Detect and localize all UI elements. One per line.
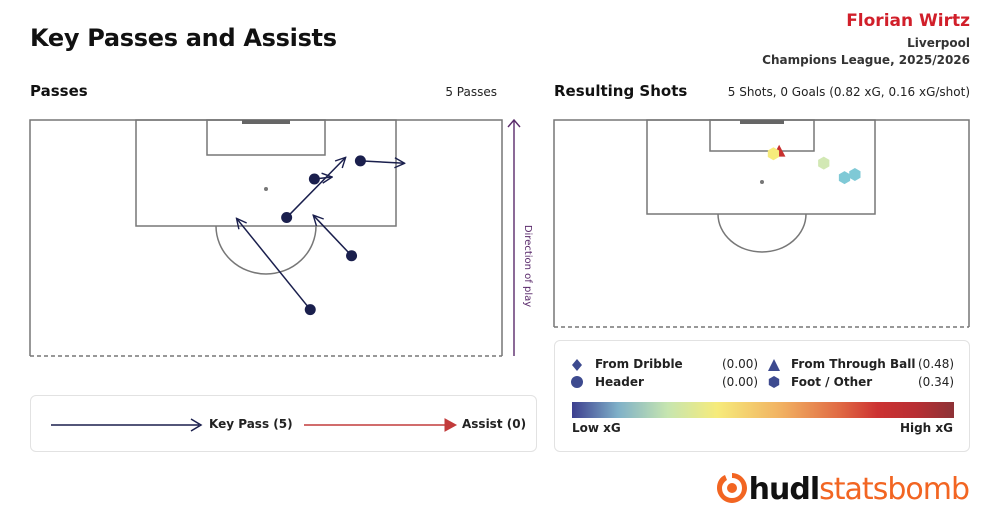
legend-through-ball-value: (0.48): [918, 357, 955, 371]
shot-map-chart: [553, 119, 970, 328]
shot-legend: From Dribble (0.00) From Through Ball (0…: [554, 340, 970, 452]
brand-logo: hudlstatsbomb: [715, 471, 970, 507]
circle-icon: [571, 376, 583, 388]
high-xg-label: High xG: [899, 421, 953, 435]
penalty-spot: [760, 180, 764, 184]
direction-label: Direction of play: [522, 225, 533, 307]
pass-legend: Key Pass (5) Assist (0): [30, 395, 537, 452]
legend-foot-label: Foot / Other: [791, 375, 873, 389]
penalty-arc: [215, 225, 317, 275]
pass-map-chart: Direction of play: [29, 118, 533, 357]
pass-origin-2: [346, 250, 358, 262]
hexagon-icon: [768, 376, 780, 388]
shot-marker-3: [818, 156, 830, 170]
brand-name-statsbomb: statsbomb: [819, 472, 970, 507]
pass-layer: [237, 155, 405, 316]
low-xg-label: Low xG: [572, 421, 621, 435]
shot-layer: [767, 144, 861, 185]
shot-marker-4: [849, 168, 861, 182]
shot-marker-5: [838, 171, 851, 185]
shots-summary: 5 Shots, 0 Goals (0.82 xG, 0.16 xG/shot): [727, 85, 970, 99]
legend-foot-value: (0.34): [918, 375, 955, 389]
diamond-icon: [572, 359, 582, 371]
team-name: Liverpool: [907, 36, 970, 50]
legend-dribble-value: (0.00): [722, 357, 759, 371]
legend-header-value: (0.00): [722, 375, 759, 389]
brand-name-hudl: hudl: [748, 472, 820, 507]
passes-panel-title: Passes: [30, 82, 88, 100]
assist-legend-label: Assist (0): [462, 417, 527, 431]
legend-dribble-label: From Dribble: [595, 357, 683, 371]
passes-count: 5 Passes: [445, 85, 497, 99]
penalty-arc: [717, 213, 807, 253]
pass-line-2: [313, 215, 353, 257]
six-yard-box: [206, 119, 326, 156]
legend-header-label: Header: [595, 375, 644, 389]
six-yard-box: [709, 119, 815, 152]
penalty-area: [646, 119, 876, 215]
shot-marker-2: [767, 147, 780, 161]
key-pass-legend-arrow: [51, 418, 203, 432]
pass-line-4: [286, 157, 346, 219]
penalty-spot: [264, 187, 268, 191]
pass-line-1: [237, 218, 311, 311]
key-pass-legend-label: Key Pass (5): [209, 417, 293, 431]
pass-origin-4: [281, 212, 293, 224]
xg-color-scale: [572, 402, 954, 418]
shots-panel-title: Resulting Shots: [554, 82, 688, 100]
pass-origin-5: [354, 155, 366, 167]
assist-legend-arrow: [304, 418, 458, 432]
penalty-area: [135, 119, 397, 227]
player-name: Florian Wirtz: [846, 11, 970, 31]
shots-pitch: [553, 119, 970, 328]
competition-name: Champions League, 2025/2026: [762, 53, 970, 67]
page-title: Key Passes and Assists: [30, 24, 337, 52]
pass-origin-1: [304, 304, 316, 316]
pass-origin-3: [308, 173, 320, 185]
brand-logo-icon: [716, 473, 747, 503]
passes-pitch: [29, 119, 503, 357]
legend-through-ball-label: From Through Ball: [791, 357, 916, 371]
triangle-icon: [768, 359, 780, 371]
pass-line-5: [360, 161, 404, 163]
